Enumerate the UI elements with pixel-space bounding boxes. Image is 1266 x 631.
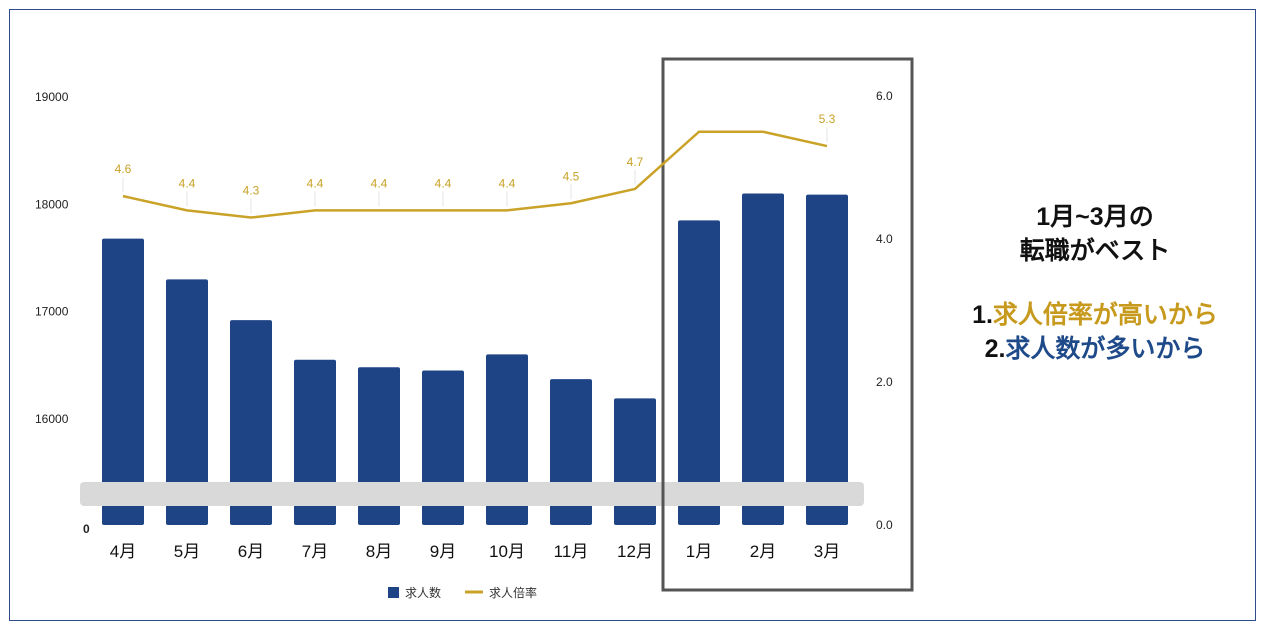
data-label: 4.4 <box>435 176 452 190</box>
x-tick-label: 11月 <box>554 542 589 561</box>
left-tick-label: 17000 <box>35 305 69 319</box>
right-tick-label: 0.0 <box>876 518 893 532</box>
slide-frame <box>9 9 1256 621</box>
x-tick-label: 3月 <box>814 542 840 561</box>
axis-break-band <box>80 482 864 506</box>
x-tick-label: 6月 <box>238 542 264 561</box>
x-tick-label: 7月 <box>302 542 328 561</box>
right-tick-label: 4.0 <box>876 232 893 246</box>
x-tick-label: 8月 <box>366 542 392 561</box>
x-tick-label: 5月 <box>174 542 200 561</box>
reason-1: 1.求人倍率が高いから <box>930 298 1260 332</box>
reason-2-number: 2. <box>984 335 1006 363</box>
data-label: 4.7 <box>627 155 644 169</box>
bar <box>102 238 144 525</box>
left-tick-label: 16000 <box>35 412 69 426</box>
data-label: 4.3 <box>243 184 260 198</box>
left-tick-label: 18000 <box>35 197 69 211</box>
data-label: 4.4 <box>179 176 196 190</box>
headline-line1: 1月~3月の <box>1036 203 1154 231</box>
right-tick-label: 2.0 <box>876 375 893 389</box>
x-tick-label: 2月 <box>750 542 776 561</box>
x-axis: 4月 5月 6月 7月 8月 9月 10月 11月 12月 1月 2月 3月 <box>110 542 840 561</box>
reason-2-text: 求人数が多いから <box>1005 335 1206 363</box>
x-tick-label: 10月 <box>489 542 525 561</box>
left-tick-label: 19000 <box>35 90 69 104</box>
x-tick-label: 4月 <box>110 542 136 561</box>
left-zero-label: 0 <box>83 522 90 536</box>
bar <box>806 194 848 525</box>
line-series: 4.6 4.4 4.3 4.4 4.4 4.4 4.4 4.5 4.7 5.3 <box>115 112 836 219</box>
reasons-list: 1.求人倍率が高いから 2.求人数が多いから <box>930 298 1260 366</box>
legend-swatch-bar <box>388 587 399 598</box>
bar <box>166 279 208 525</box>
x-tick-label: 9月 <box>430 542 456 561</box>
bar <box>614 398 656 525</box>
line-path <box>122 130 828 219</box>
highlight-box <box>661 57 914 592</box>
data-label: 4.4 <box>307 176 324 190</box>
data-label: 4.4 <box>499 176 516 190</box>
data-label: 4.4 <box>371 176 388 190</box>
data-label: 5.3 <box>819 112 836 126</box>
bars-series <box>102 193 848 525</box>
reason-1-number: 1. <box>972 301 993 329</box>
left-axis: 19000 18000 17000 16000 0 <box>35 90 90 536</box>
reason-2: 2.求人数が多いから <box>930 332 1260 366</box>
x-tick-label: 12月 <box>617 542 653 561</box>
bar <box>230 320 272 525</box>
data-label: 4.6 <box>115 162 132 176</box>
reason-1-text: 求人倍率が高いから <box>992 301 1218 329</box>
data-label: 4.5 <box>563 169 580 183</box>
bar <box>742 193 784 525</box>
right-axis: 6.0 4.0 2.0 0.0 <box>876 89 893 532</box>
headline-line2: 転職がベスト <box>1019 237 1171 265</box>
right-tick-label: 6.0 <box>876 89 893 103</box>
bar <box>678 220 720 525</box>
x-tick-label: 1月 <box>686 542 712 561</box>
side-panel: 1月~3月の 転職がベスト 1.求人倍率が高いから 2.求人数が多いから <box>930 200 1260 366</box>
legend: 求人数 求人倍率 <box>388 585 537 600</box>
legend-label-line: 求人倍率 <box>489 585 537 600</box>
legend-label-bar: 求人数 <box>405 585 441 600</box>
